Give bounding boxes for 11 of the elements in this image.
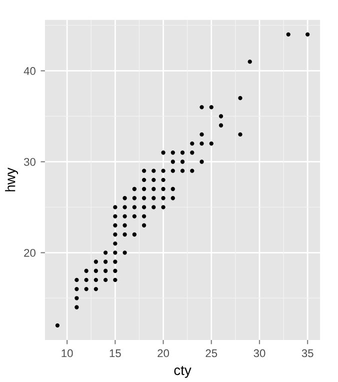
x-tick-label: 35 xyxy=(302,349,314,358)
x-tick-label: 10 xyxy=(62,349,73,358)
x-tick-label: 30 xyxy=(254,349,266,358)
y-tick-label: 40 xyxy=(24,67,36,75)
x-tick-label: 15 xyxy=(110,349,121,358)
y-tick-label: 30 xyxy=(24,158,36,166)
x-tick-label: 20 xyxy=(158,349,170,358)
x-tick-label: 25 xyxy=(206,349,218,358)
y-tick-label: 20 xyxy=(24,248,36,257)
y-axis-title: hwy xyxy=(5,168,18,192)
x-axis-title: cty xyxy=(174,366,192,378)
